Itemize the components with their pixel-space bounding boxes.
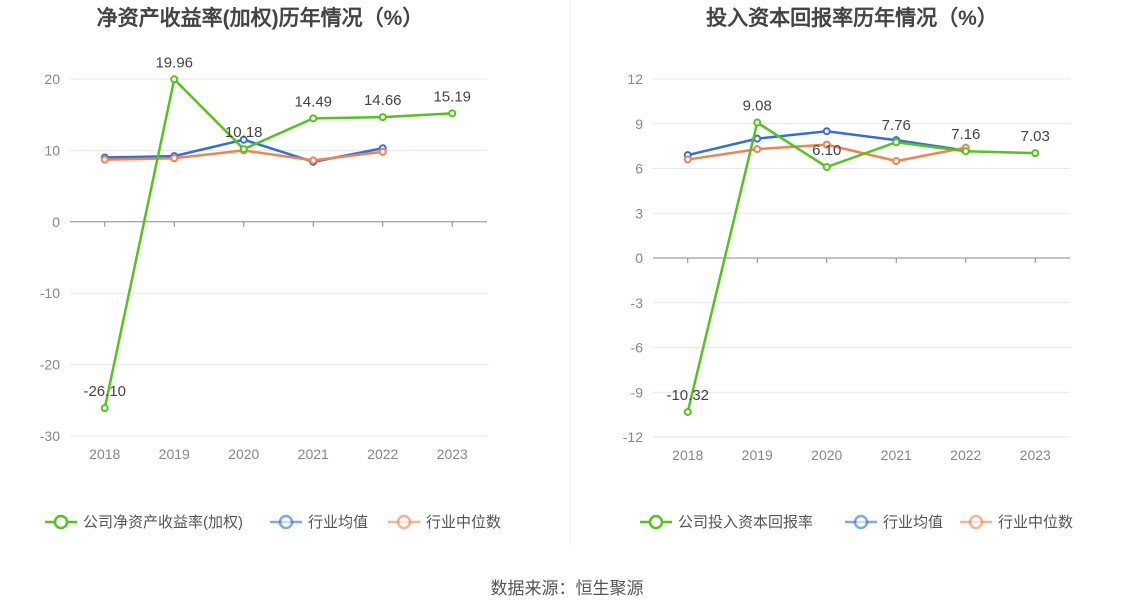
data-label: 9.08	[743, 98, 772, 115]
x-tick-label: 2018	[89, 446, 120, 462]
data-label: 7.76	[882, 117, 911, 134]
x-tick-label: 2020	[228, 446, 259, 462]
legend-item: 行业中位数	[998, 514, 1073, 531]
data-point	[753, 145, 762, 154]
y-tick-label: 3	[635, 205, 643, 221]
legend-marker-icon	[278, 514, 294, 530]
data-point	[378, 147, 387, 156]
y-tick-label: 9	[635, 116, 643, 132]
chart-title: 净资产收益率(加权)历年情况（%）	[97, 6, 424, 30]
data-point	[753, 118, 762, 127]
data-label: 10.18	[225, 124, 263, 141]
legend-item: 行业均值	[883, 514, 943, 531]
data-label: -26.10	[83, 383, 126, 400]
x-tick-label: 2019	[742, 447, 773, 463]
data-point	[170, 154, 179, 163]
data-point	[309, 114, 318, 123]
data-point	[100, 155, 109, 164]
y-tick-label: 0	[635, 250, 643, 266]
data-point	[378, 113, 387, 122]
legend-item: 行业均值	[308, 514, 368, 531]
y-tick-label: -9	[631, 384, 644, 400]
series-line-0	[686, 120, 1036, 413]
data-point	[100, 404, 109, 413]
legend-marker-icon	[968, 514, 984, 530]
x-tick-label: 2019	[159, 446, 190, 462]
data-label: 14.49	[294, 93, 332, 110]
data-point	[170, 75, 179, 84]
data-point	[822, 163, 831, 172]
data-point	[239, 135, 248, 144]
y-tick-label: 12	[627, 71, 643, 87]
y-tick-label: -6	[631, 340, 644, 356]
legend-marker-icon	[648, 514, 664, 530]
y-tick-label: -3	[631, 295, 644, 311]
data-point	[961, 147, 970, 156]
x-tick-label: 2022	[950, 447, 981, 463]
legend-item: 行业中位数	[426, 514, 501, 531]
data-point	[822, 127, 831, 136]
data-label: -10.32	[666, 387, 709, 404]
legend-marker-icon	[53, 514, 69, 530]
y-tick-label: 6	[635, 161, 643, 177]
y-tick-label: 20	[44, 71, 60, 87]
data-point	[448, 109, 457, 118]
y-tick-label: 10	[44, 142, 60, 158]
data-point	[1031, 149, 1040, 158]
source-note: 数据来源：恒生聚源	[490, 579, 644, 598]
legend-marker-icon	[396, 514, 412, 530]
data-point	[822, 140, 831, 149]
data-point	[309, 156, 318, 165]
legend-marker-icon	[853, 514, 869, 530]
chart-title: 投入资本回报率历年情况（%）	[706, 6, 998, 30]
x-tick-label: 2018	[672, 447, 703, 463]
legend-item: 公司净资产收益率(加权)	[83, 514, 243, 531]
x-tick-label: 2022	[367, 446, 398, 462]
data-label: 7.03	[1021, 128, 1050, 145]
data-label: 19.96	[155, 54, 193, 71]
x-tick-label: 2023	[1020, 447, 1051, 463]
x-tick-label: 2021	[298, 446, 329, 462]
y-tick-label: -12	[623, 429, 643, 445]
data-point	[892, 157, 901, 166]
y-tick-label: -10	[40, 285, 60, 301]
series-line-0	[103, 76, 453, 409]
data-point	[239, 145, 248, 154]
y-tick-label: 0	[52, 214, 60, 230]
data-point	[683, 407, 692, 416]
data-point	[892, 138, 901, 147]
data-label: 7.16	[951, 126, 980, 143]
x-tick-label: 2023	[437, 446, 468, 462]
data-label: 6.10	[812, 142, 841, 159]
data-label: 14.66	[364, 92, 402, 109]
y-tick-label: -20	[40, 357, 60, 373]
y-tick-label: -30	[40, 428, 60, 444]
data-point	[683, 155, 692, 164]
data-label: 15.19	[433, 88, 471, 105]
x-tick-label: 2020	[811, 447, 842, 463]
x-tick-label: 2021	[881, 447, 912, 463]
legend-item: 公司投入资本回报率	[678, 514, 813, 531]
